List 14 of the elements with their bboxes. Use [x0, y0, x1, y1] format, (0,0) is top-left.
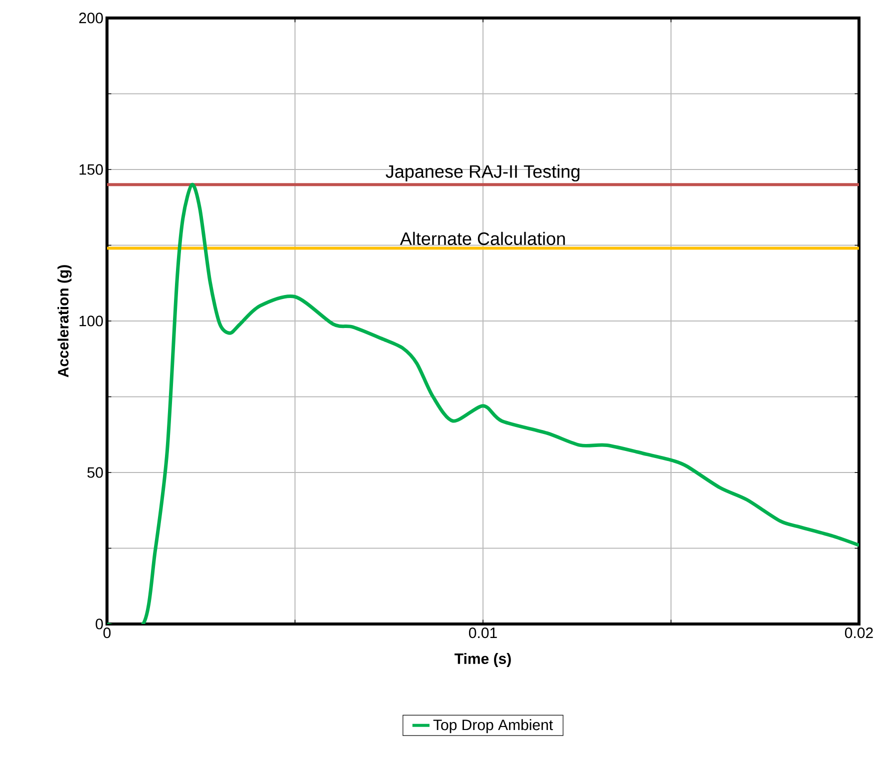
- y-tick-label: 50: [87, 467, 103, 478]
- y-tick-label: 0: [96, 618, 103, 630]
- ref-line-label: Japanese RAJ-II Testing: [386, 164, 580, 182]
- legend-label: Top Drop Ambient: [433, 719, 553, 734]
- ref-line-label: Alternate Calculation: [400, 232, 565, 246]
- line-series: [107, 182, 859, 624]
- y-tick-label: 100: [80, 316, 103, 326]
- y-tick-label: 200: [79, 12, 103, 24]
- y-axis-title: Acceleration (g): [58, 265, 72, 378]
- x-axis-title: Time (s): [454, 653, 511, 667]
- x-tick-label: 0.02: [844, 628, 873, 638]
- x-tick-label: 0.01: [468, 628, 497, 638]
- y-tick-label: 150: [80, 164, 103, 175]
- x-tick-label: 0: [103, 628, 111, 638]
